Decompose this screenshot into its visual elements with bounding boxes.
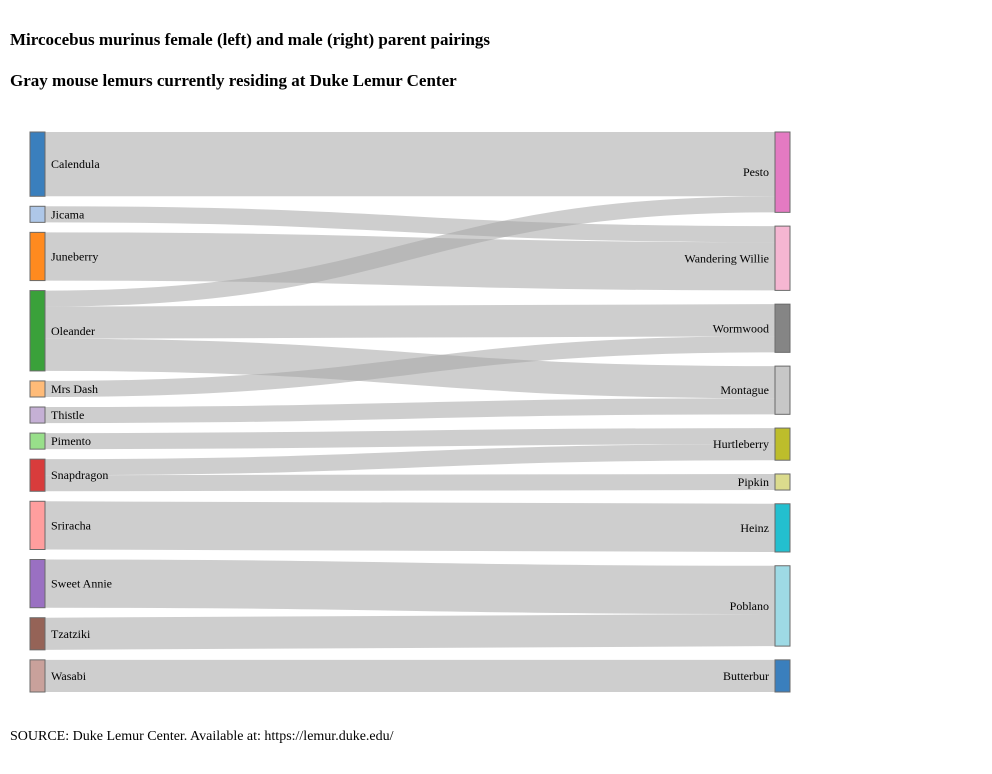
link-sriracha-to-heinz — [44, 501, 776, 553]
node-label-jicama: Jicama — [51, 207, 85, 221]
node-label-pimento: Pimento — [51, 434, 91, 448]
node-label-sriracha: Sriracha — [51, 518, 92, 532]
node-wormwood[interactable] — [774, 303, 791, 353]
node-label-heinz: Heinz — [740, 521, 769, 535]
link-snapdragon-to-hurtleberry — [44, 444, 776, 476]
node-pesto[interactable] — [774, 131, 791, 213]
node-sweet-annie[interactable] — [29, 559, 46, 609]
node-label-thistle: Thistle — [51, 408, 84, 422]
node-butterbur[interactable] — [774, 659, 791, 693]
node-tzatziki[interactable] — [29, 617, 46, 651]
node-wandering-willie[interactable] — [774, 225, 791, 291]
link-thistle-to-montague — [44, 398, 776, 424]
link-snapdragon-to-pipkin — [44, 473, 776, 492]
node-label-oleander: Oleander — [51, 324, 95, 338]
node-heinz[interactable] — [774, 503, 791, 553]
node-pimento[interactable] — [29, 432, 46, 450]
node-label-montague: Montague — [720, 383, 769, 397]
node-label-snapdragon: Snapdragon — [51, 468, 108, 482]
node-snapdragon[interactable] — [29, 458, 46, 492]
node-thistle[interactable] — [29, 406, 46, 424]
links-layer — [44, 132, 776, 693]
link-sweet-annie-to-poblano — [44, 559, 776, 614]
node-label-wasabi: Wasabi — [51, 669, 87, 683]
node-hurtleberry[interactable] — [774, 427, 791, 461]
node-label-hurtleberry: Hurtleberry — [713, 437, 769, 451]
link-jicama-to-wandering-willie — [44, 206, 776, 243]
link-oleander-to-pesto — [44, 196, 776, 307]
node-pipkin[interactable] — [774, 473, 791, 491]
source-note: SOURCE: Duke Lemur Center. Available at:… — [10, 729, 394, 744]
node-wasabi[interactable] — [29, 659, 46, 693]
labels-layer: Calendula Jicama Juneberry Oleander Mrs Dash… — [51, 157, 769, 683]
node-label-wandering-willie: Wandering Willie — [684, 251, 769, 265]
link-pimento-to-hurtleberry — [44, 428, 776, 450]
link-mrs-dash-to-wormwood — [44, 336, 776, 397]
link-tzatziki-to-poblano — [44, 613, 776, 650]
chart-subtitle: Gray mouse lemurs currently residing at … — [10, 71, 457, 90]
chart-title: Mircocebus murinus female (left) and mal… — [10, 30, 491, 49]
node-poblano[interactable] — [774, 565, 791, 647]
node-label-poblano: Poblano — [730, 599, 769, 613]
node-sriracha[interactable] — [29, 500, 46, 550]
node-jicama[interactable] — [29, 205, 46, 223]
node-label-pesto: Pesto — [743, 165, 769, 179]
node-label-sweet-annie: Sweet Annie — [51, 577, 112, 591]
node-label-tzatziki: Tzatziki — [51, 627, 91, 641]
node-label-mrs-dash: Mrs Dash — [51, 382, 98, 396]
node-mrs-dash[interactable] — [29, 380, 46, 398]
node-label-butterbur: Butterbur — [723, 669, 769, 683]
node-label-wormwood: Wormwood — [713, 321, 769, 335]
node-label-calendula: Calendula — [51, 157, 100, 171]
node-label-juneberry: Juneberry — [51, 249, 98, 263]
link-oleander-to-wormwood — [44, 304, 776, 339]
link-juneberry-to-wandering-willie — [44, 232, 776, 291]
node-oleander[interactable] — [29, 290, 46, 372]
node-calendula[interactable] — [29, 131, 46, 197]
node-juneberry[interactable] — [29, 231, 46, 282]
nodes-layer — [29, 131, 791, 693]
node-label-pipkin: Pipkin — [738, 475, 769, 489]
node-montague[interactable] — [774, 365, 791, 415]
